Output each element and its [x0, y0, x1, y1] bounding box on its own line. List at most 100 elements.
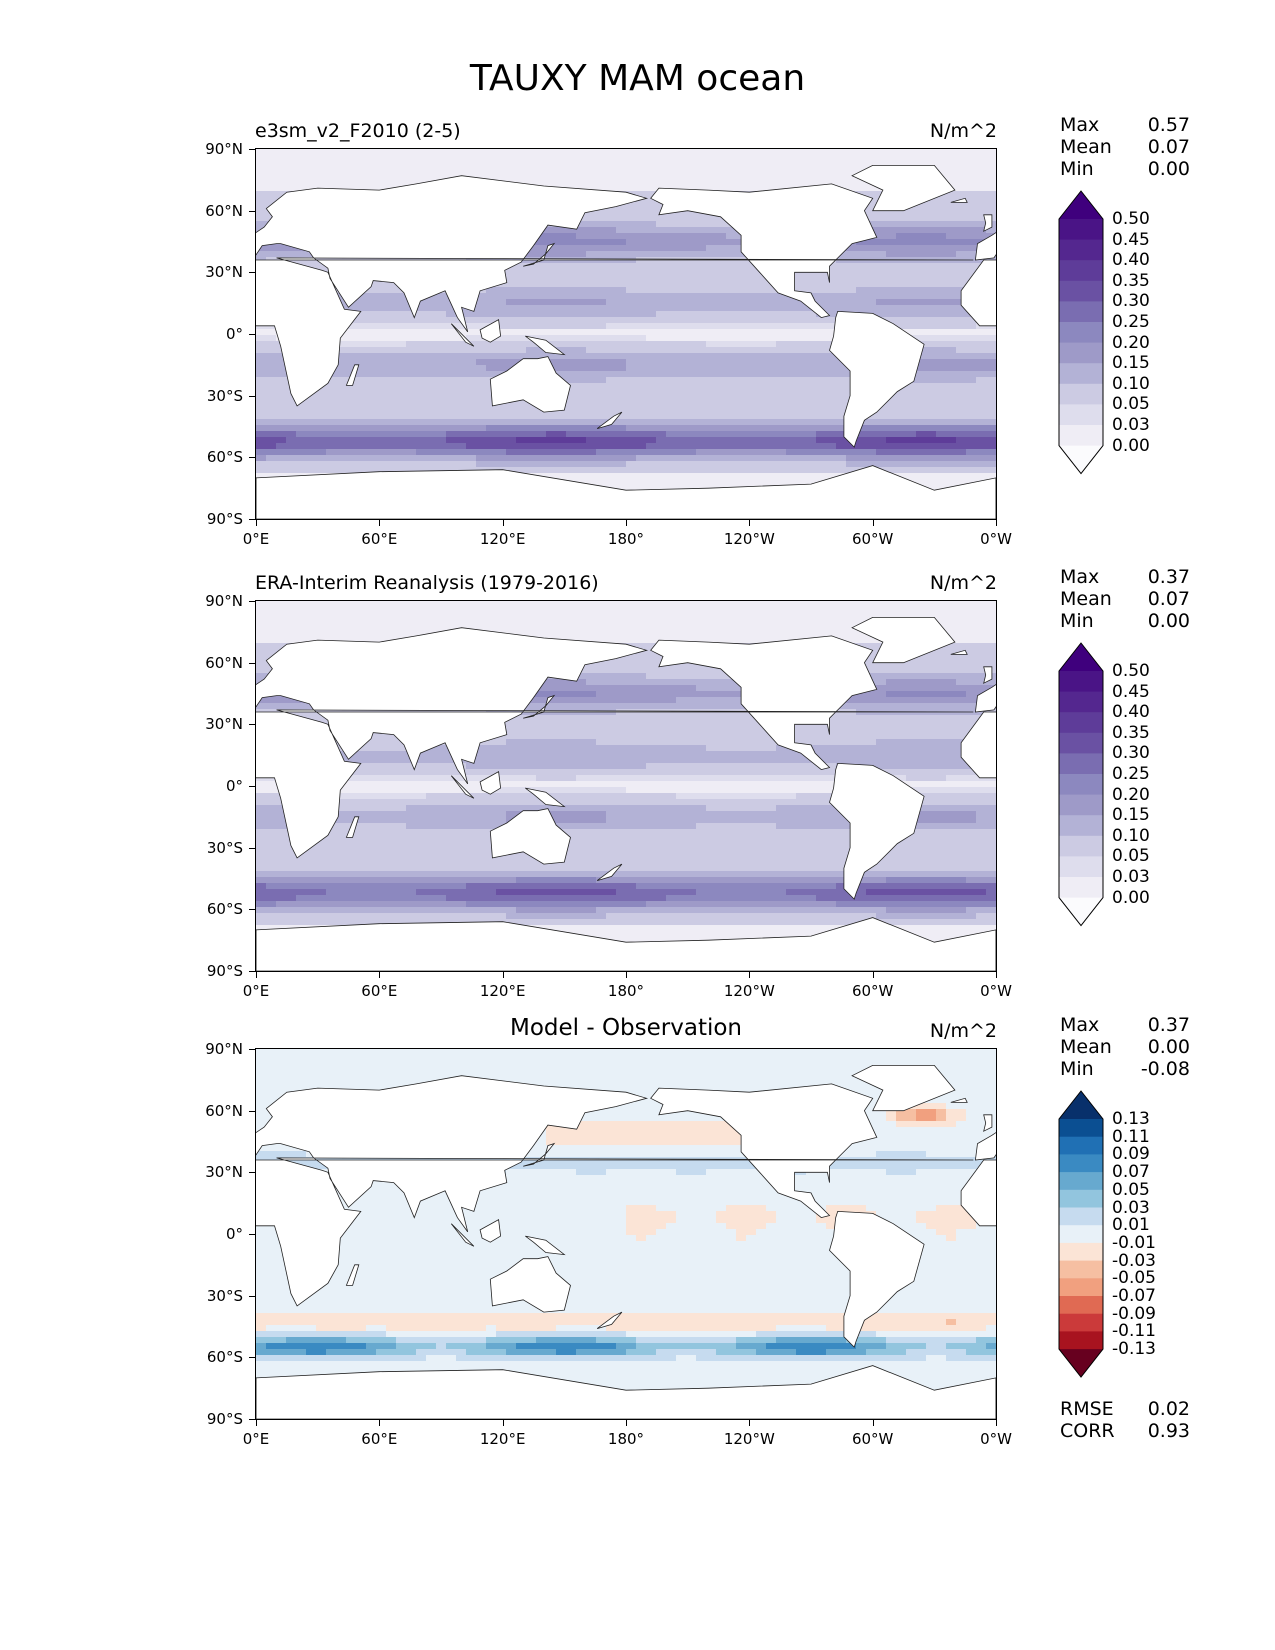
field-cell [836, 431, 847, 438]
field-cell [826, 323, 837, 330]
field-cell [876, 293, 887, 300]
field-cell [766, 449, 777, 456]
field-cell [846, 305, 857, 312]
field-cell [566, 179, 577, 186]
field-cell [346, 359, 357, 366]
field-cell [256, 601, 267, 608]
field-cell [866, 185, 877, 192]
field-cell [326, 613, 337, 620]
field-cell [526, 431, 537, 438]
field-cell [896, 299, 907, 306]
field-cell [326, 383, 337, 390]
field-cell [386, 407, 397, 414]
field-cell [776, 407, 787, 414]
field-cell [456, 619, 467, 626]
field-cell [816, 473, 827, 480]
field-cell [886, 607, 897, 614]
field-cell [956, 191, 967, 198]
field-cell [816, 359, 827, 366]
field-cell [836, 401, 847, 408]
field-cell [776, 329, 787, 336]
field-cell [356, 377, 367, 384]
field-cell [726, 149, 737, 156]
field-cell [966, 245, 977, 252]
field-cell [926, 239, 937, 246]
field-cell [716, 335, 727, 342]
field-cell [336, 365, 347, 372]
field-cell [876, 269, 887, 276]
field-cell [566, 275, 577, 282]
field-cell [656, 443, 667, 450]
field-cell [826, 455, 837, 462]
field-cell [406, 371, 417, 378]
field-cell [576, 155, 587, 162]
field-cell [956, 311, 967, 318]
field-cell [646, 335, 657, 342]
field-cell [506, 359, 517, 366]
field-cell [576, 299, 587, 306]
field-cell [806, 359, 817, 366]
field-cell [806, 371, 817, 378]
field-cell [866, 239, 877, 246]
field-cell [816, 149, 827, 156]
field-cell [266, 365, 277, 372]
field-cell [676, 425, 687, 432]
field-cell [736, 443, 747, 450]
field-cell [796, 317, 807, 324]
field-cell [586, 173, 597, 180]
field-cell [676, 389, 687, 396]
field-cell [596, 227, 607, 234]
field-cell [816, 167, 827, 174]
field-cell [586, 335, 597, 342]
field-cell [676, 293, 687, 300]
field-cell [466, 613, 477, 620]
field-cell [816, 449, 827, 456]
field-cell [816, 299, 827, 306]
field-cell [366, 461, 377, 468]
field-cell [896, 281, 907, 288]
field-cell [846, 251, 857, 258]
field-cell [976, 389, 987, 396]
field-cell [566, 227, 577, 234]
field-cell [756, 365, 767, 372]
field-cell [606, 359, 617, 366]
field-cell [876, 233, 887, 240]
field-cell [796, 401, 807, 408]
field-cell [726, 263, 737, 270]
field-cell [746, 613, 757, 620]
field-cell [706, 407, 717, 414]
field-cell [366, 425, 377, 432]
field-cell [266, 251, 277, 258]
field-cell [926, 251, 937, 258]
colorbar-segment [1059, 219, 1103, 241]
field-cell [686, 479, 697, 486]
field-cell [986, 203, 996, 210]
field-cell [696, 221, 707, 228]
field-cell [646, 287, 657, 294]
field-cell [526, 467, 537, 474]
field-cell [876, 227, 887, 234]
field-cell [786, 401, 797, 408]
field-cell [636, 221, 647, 228]
field-cell [706, 251, 717, 258]
field-cell [576, 389, 587, 396]
field-cell [936, 275, 947, 282]
field-cell [716, 431, 727, 438]
field-cell [766, 341, 777, 348]
field-cell [756, 281, 767, 288]
field-cell [626, 383, 637, 390]
field-cell [666, 317, 677, 324]
field-cell [436, 293, 447, 300]
field-cell [486, 449, 497, 456]
field-cell [546, 299, 557, 306]
field-cell [636, 365, 647, 372]
field-cell [686, 473, 697, 480]
field-cell [536, 449, 547, 456]
field-cell [766, 149, 777, 156]
field-cell [726, 401, 737, 408]
field-cell [716, 221, 727, 228]
field-cell [356, 389, 367, 396]
field-cell [336, 377, 347, 384]
field-cell [356, 335, 367, 342]
field-cell [516, 179, 527, 186]
